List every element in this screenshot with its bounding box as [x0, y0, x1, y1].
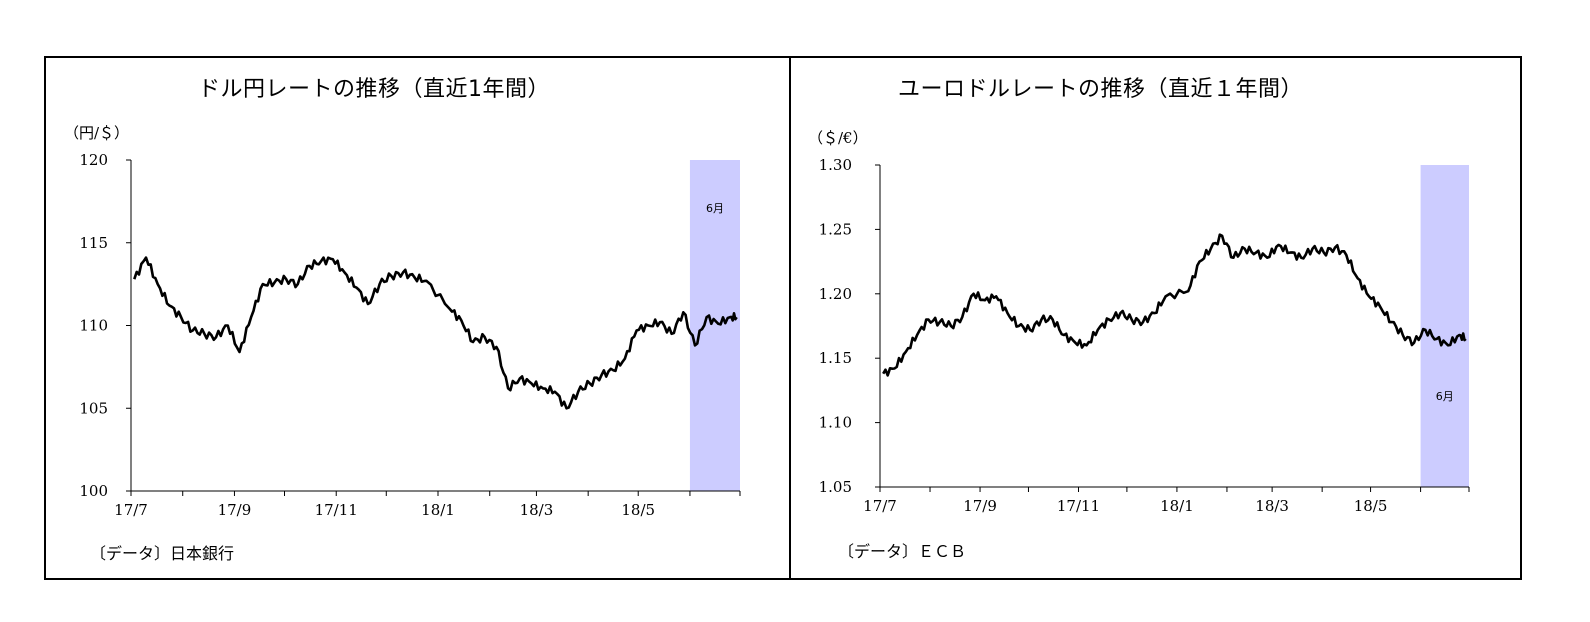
x-tick-label-eurusd: 18/1	[1160, 497, 1194, 515]
y-tick-label-eurusd: 1.15	[819, 349, 852, 367]
y-tick-label-eurusd: 1.30	[819, 156, 852, 174]
x-tick-label-usdjpy: 18/5	[621, 501, 655, 519]
x-tick-label-eurusd: 17/9	[963, 497, 997, 515]
highlight-band-usdjpy	[689, 160, 740, 491]
y-tick-label-usdjpy: 120	[79, 151, 108, 169]
y-tick-label-usdjpy: 105	[79, 399, 108, 417]
y-tick-label-usdjpy: 115	[79, 234, 108, 252]
source-eurusd: 〔データ〕ＥＣＢ	[838, 542, 967, 561]
y-unit-eurusd: （＄/€）	[808, 129, 868, 147]
y-tick-label-eurusd: 1.25	[819, 220, 852, 238]
y-tick-label-eurusd: 1.20	[819, 285, 852, 303]
x-tick-label-eurusd: 18/5	[1354, 497, 1388, 515]
y-unit-usdjpy: （円/＄）	[64, 124, 130, 142]
x-tick-label-eurusd: 18/3	[1255, 497, 1289, 515]
x-tick-label-usdjpy: 18/1	[421, 501, 455, 519]
chart-title-eurusd: ユーロドルレートの推移（直近１年間）	[898, 77, 1304, 102]
y-tick-label-eurusd: 1.10	[819, 414, 852, 432]
panel-divider	[789, 56, 791, 580]
x-tick-label-usdjpy: 17/11	[315, 501, 358, 519]
x-tick-label-eurusd: 17/7	[863, 497, 897, 515]
x-tick-label-usdjpy: 17/7	[114, 501, 148, 519]
x-tick-label-usdjpy: 17/9	[218, 501, 252, 519]
series-line-eurusd	[882, 233, 1467, 377]
y-tick-label-usdjpy: 110	[79, 317, 108, 335]
source-usdjpy: 〔データ〕日本銀行	[90, 544, 235, 563]
chart-title-usdjpy: ドル円レートの推移（直近1年間）	[198, 77, 550, 102]
y-tick-label-eurusd: 1.05	[819, 478, 852, 496]
x-tick-label-usdjpy: 18/3	[520, 501, 554, 519]
series-line-usdjpy	[133, 256, 738, 410]
x-tick-label-eurusd: 17/11	[1057, 497, 1100, 515]
figure-frame	[44, 56, 1522, 580]
highlight-band-eurusd	[1420, 165, 1469, 487]
highlight-label-usdjpy: 6月	[706, 202, 724, 215]
y-tick-label-usdjpy: 100	[79, 482, 108, 500]
highlight-label-eurusd: 6月	[1436, 390, 1454, 403]
